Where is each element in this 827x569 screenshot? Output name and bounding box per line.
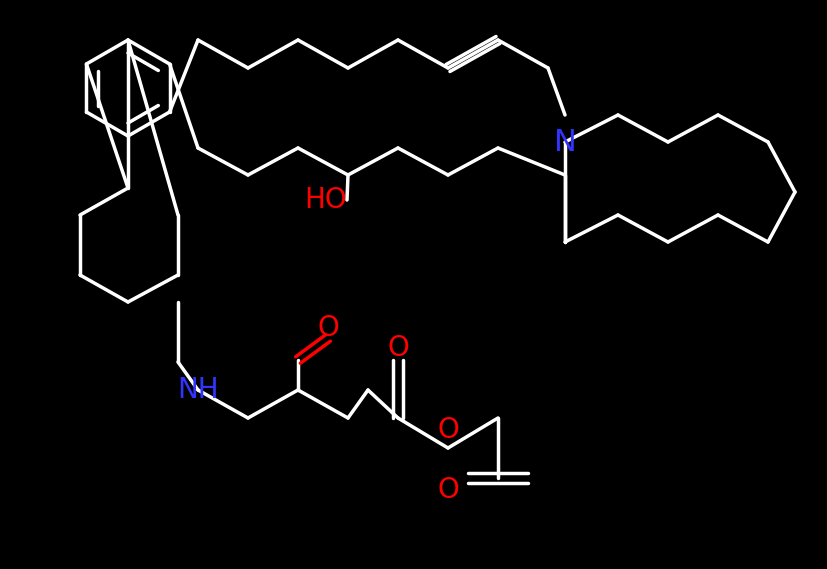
Text: O: O — [387, 334, 409, 362]
Text: HO: HO — [304, 186, 347, 214]
Text: O: O — [437, 476, 459, 504]
Text: N: N — [553, 127, 576, 156]
Text: O: O — [437, 416, 459, 444]
Text: NH: NH — [177, 376, 219, 404]
Text: O: O — [317, 314, 339, 342]
